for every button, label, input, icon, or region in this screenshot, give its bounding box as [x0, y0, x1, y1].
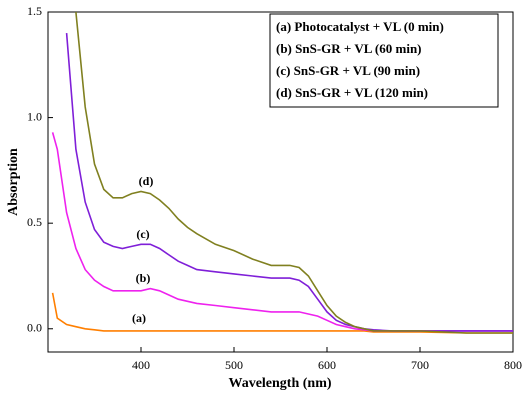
annotation: (a): [132, 311, 146, 325]
legend-label: (c) SnS-GR + VL (90 min): [276, 63, 420, 78]
curves: [51, 12, 513, 334]
y-tick-label: 0.0: [27, 321, 42, 335]
series-line: [51, 132, 513, 332]
x-tick-label: 500: [225, 358, 243, 372]
y-axis-label: Absorption: [6, 148, 21, 216]
annotation: (d): [139, 174, 154, 188]
legend-box: [269, 13, 499, 108]
plot-frame: [47, 11, 514, 353]
series-line: [51, 292, 513, 334]
x-tick-label: 800: [504, 358, 522, 372]
legend-label: (d) SnS-GR + VL (120 min): [276, 85, 428, 100]
x-tick-label: 400: [132, 358, 150, 372]
x-tick-label: 700: [411, 358, 429, 372]
legend-label: (a) Photocatalyst + VL (0 min): [276, 19, 444, 34]
annotation: (c): [136, 227, 149, 241]
annotation: (b): [136, 271, 151, 285]
y-tick-label: 0.5: [27, 215, 42, 229]
x-tick-label: 600: [318, 358, 336, 372]
legend-label: (b) SnS-GR + VL (60 min): [276, 41, 422, 56]
y-tick-label: 1.5: [27, 4, 42, 18]
y-tick-label: 1.0: [27, 109, 42, 123]
series-line: [75, 12, 513, 334]
x-axis-label: Wavelength (nm): [228, 376, 331, 391]
